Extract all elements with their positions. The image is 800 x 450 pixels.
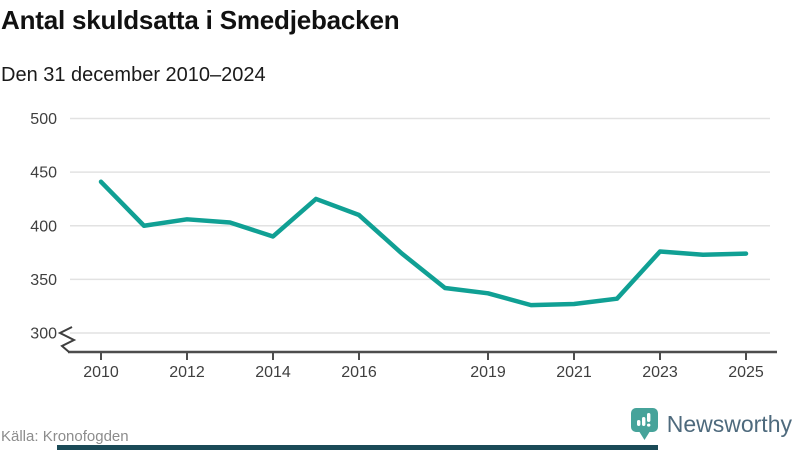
x-tick-label: 2021	[556, 364, 592, 381]
y-tick-label: 450	[30, 165, 57, 182]
x-tick-label: 2019	[470, 364, 506, 381]
y-tick-label: 400	[30, 218, 57, 235]
x-tick-label: 2014	[255, 364, 291, 381]
x-tick-label: 2023	[642, 364, 678, 381]
page-subtitle: Den 31 december 2010–2024	[1, 64, 266, 86]
newsworthy-logo-text: Newsworthy	[666, 410, 792, 437]
axis-break-zigzag-icon	[57, 326, 77, 353]
newsworthy-logo-icon	[630, 408, 658, 440]
bottom-accent-bar	[57, 445, 658, 450]
y-tick-label: 500	[30, 111, 57, 128]
data-line-antal-skuldsatta	[98, 179, 749, 308]
page-title: Antal skuldsatta i Smedjebacken	[1, 5, 400, 35]
source-caption: Källa: Kronofogden	[1, 428, 129, 445]
x-tick-label: 2012	[169, 364, 205, 381]
y-tick-label: 300	[30, 326, 57, 343]
y-tick-label: 350	[30, 272, 57, 289]
x-tick-label: 2016	[341, 364, 377, 381]
x-tick-label: 2010	[83, 364, 119, 381]
x-tick-label: 2025	[728, 364, 764, 381]
newsworthy-logo: Newsworthy	[630, 407, 792, 441]
